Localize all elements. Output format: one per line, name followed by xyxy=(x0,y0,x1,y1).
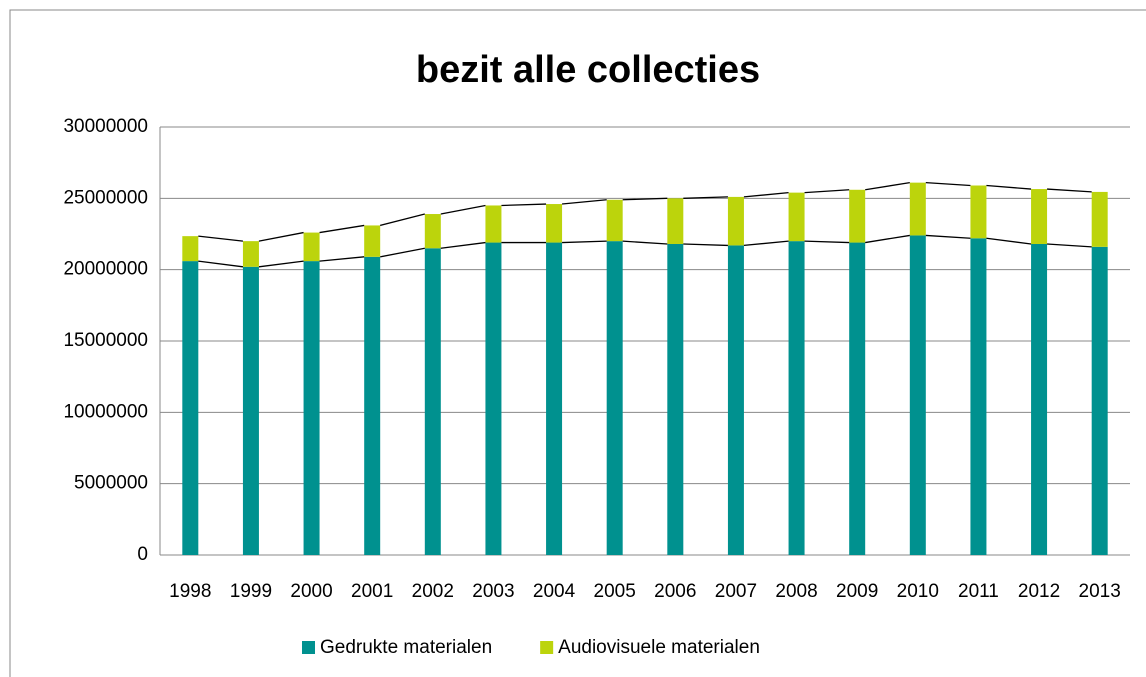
series-line xyxy=(925,234,971,239)
bar-segment xyxy=(1031,243,1048,555)
chart-title: bezit alle collecties xyxy=(416,49,760,91)
legend-swatch xyxy=(302,641,315,654)
bar-segment xyxy=(788,241,805,555)
series-line xyxy=(986,237,1032,245)
series-line xyxy=(319,224,365,234)
bar-segment xyxy=(849,189,866,243)
bar-segment xyxy=(606,199,623,242)
bar-segment xyxy=(182,236,199,262)
series-line xyxy=(743,191,789,198)
bar-segment xyxy=(606,241,623,555)
x-tick-label: 2008 xyxy=(775,581,817,602)
series-line xyxy=(380,213,425,227)
series-line xyxy=(804,189,850,194)
series-line xyxy=(198,260,244,268)
x-tick-label: 2005 xyxy=(594,581,636,602)
bar-segment xyxy=(546,204,563,243)
series-line xyxy=(440,241,486,249)
series-line xyxy=(1047,243,1092,248)
x-tick-label: 2002 xyxy=(412,581,454,602)
x-tick-label: 2012 xyxy=(1018,581,1060,602)
x-tick-label: 2001 xyxy=(351,581,393,602)
bar-segment xyxy=(364,256,381,555)
bar-segment xyxy=(242,241,259,267)
series-line xyxy=(986,184,1032,190)
bar-segment xyxy=(303,261,320,555)
bar-segment xyxy=(849,242,866,555)
series-line xyxy=(1047,188,1092,193)
y-tick-label: 0 xyxy=(137,544,148,565)
legend-label: Audiovisuele materialen xyxy=(558,637,760,658)
bar-segment xyxy=(727,196,744,246)
bar-segment xyxy=(1091,246,1108,555)
bar-segment xyxy=(970,238,987,555)
series-line xyxy=(865,181,910,191)
x-tick-label: 2013 xyxy=(1079,581,1121,602)
bar-segment xyxy=(909,235,926,555)
series-line xyxy=(258,260,304,268)
series-line xyxy=(440,204,486,215)
series-line xyxy=(501,203,547,207)
bar-segment xyxy=(970,185,987,239)
x-tick-label: 2010 xyxy=(897,581,939,602)
series-line xyxy=(743,240,789,247)
bar-segment xyxy=(424,248,441,555)
bar-segment xyxy=(485,205,502,243)
series-line xyxy=(925,181,971,187)
y-tick-label: 5000000 xyxy=(74,473,148,494)
series-line xyxy=(622,240,668,245)
bar-segment xyxy=(788,192,805,242)
x-tick-label: 2009 xyxy=(836,581,878,602)
bar-segment xyxy=(364,225,381,257)
x-tick-label: 2007 xyxy=(715,581,757,602)
x-tick-label: 2000 xyxy=(290,581,332,602)
y-tick-label: 25000000 xyxy=(63,187,148,208)
series-line xyxy=(865,234,910,244)
y-tick-label: 15000000 xyxy=(63,330,148,351)
series-line xyxy=(319,256,365,262)
bar-segment xyxy=(667,243,684,555)
series-line xyxy=(683,196,728,199)
x-tick-label: 2003 xyxy=(472,581,514,602)
x-tick-label: 2004 xyxy=(533,581,576,602)
bar-segment xyxy=(546,242,563,555)
series-line xyxy=(380,247,425,258)
bar-segment xyxy=(303,232,320,262)
bar-segment xyxy=(667,198,684,244)
bar-segment xyxy=(424,214,441,249)
bar-segment xyxy=(182,261,199,555)
legend-swatch xyxy=(540,641,554,654)
x-tick-label: 2006 xyxy=(654,581,696,602)
bar-segment xyxy=(1091,191,1108,247)
series-line xyxy=(804,240,850,244)
y-tick-label: 30000000 xyxy=(63,116,148,137)
series-line xyxy=(258,231,304,242)
series-line xyxy=(562,199,607,205)
series-line xyxy=(622,197,668,201)
bar-segment xyxy=(1031,189,1048,244)
x-tick-label: 2011 xyxy=(958,581,999,602)
bar-segment xyxy=(909,182,926,236)
legend-label: Gedrukte materialen xyxy=(320,637,492,658)
series-line xyxy=(562,240,607,244)
bar-segment xyxy=(727,245,744,555)
series-line xyxy=(683,243,728,247)
bar-segment xyxy=(242,266,259,555)
x-tick-label: 1999 xyxy=(230,581,272,602)
bar-segment xyxy=(485,242,502,555)
y-tick-label: 10000000 xyxy=(63,401,148,422)
y-tick-label: 20000000 xyxy=(63,259,148,280)
series-line xyxy=(198,235,244,242)
chart-frame xyxy=(9,9,1146,677)
x-tick-label: 1998 xyxy=(169,581,211,602)
